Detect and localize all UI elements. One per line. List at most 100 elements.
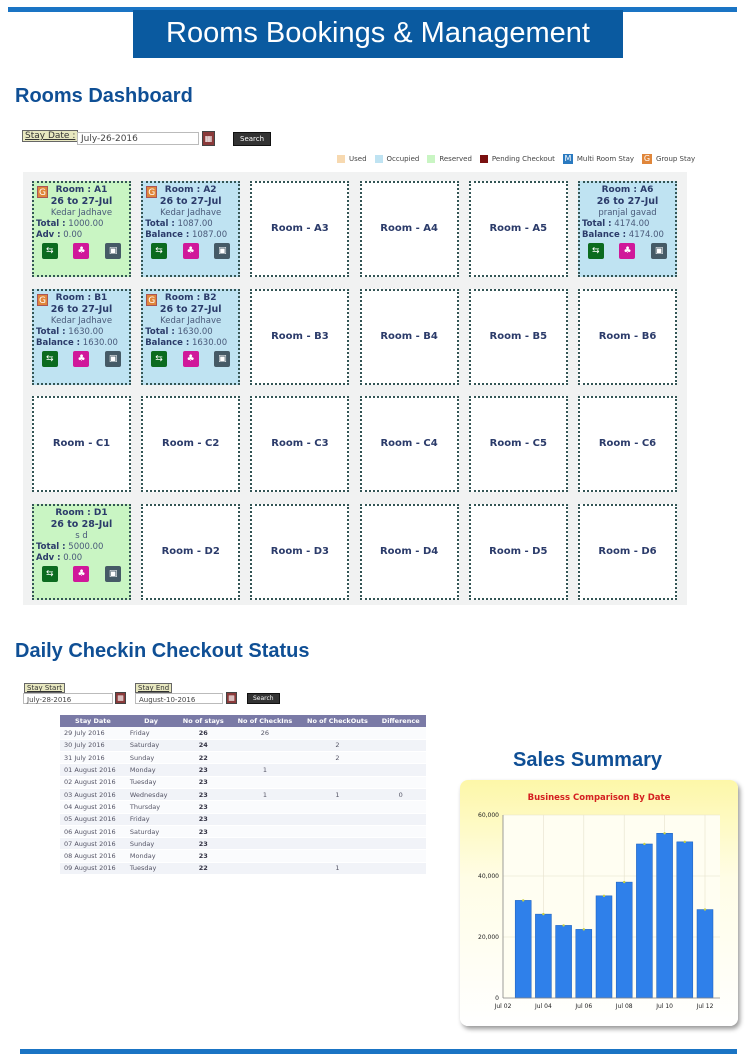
legend-label: Used <box>349 155 367 163</box>
room-name: Room - A4 <box>380 223 438 234</box>
transfer-icon[interactable]: ⇆ <box>151 243 168 259</box>
table-cell <box>375 776 426 789</box>
guest-name: Kedar Jadhave <box>50 315 113 326</box>
table-cell: 23 <box>176 849 231 863</box>
rooms-dashboard-heading: Rooms Dashboard <box>15 85 193 107</box>
daily-search-button[interactable]: Search <box>247 693 280 704</box>
bar-jul-11[interactable] <box>676 841 694 999</box>
table-cell <box>375 751 426 765</box>
room-card[interactable]: G Room : B1 26 to 27-Jul Kedar Jadhave Total… <box>32 288 131 385</box>
transfer-icon[interactable]: ⇆ <box>41 243 58 259</box>
group-stay-badge: G <box>146 186 158 198</box>
bar-jul-07[interactable] <box>595 895 613 999</box>
amount-value: 5000.00 <box>68 541 104 552</box>
stay-start-input[interactable]: July-28-2016 <box>23 693 113 704</box>
bar-jul-06[interactable] <box>575 929 593 999</box>
room-card[interactable]: Room - A4 <box>359 181 459 277</box>
room-card[interactable]: Room - C5 <box>468 396 568 492</box>
legend-swatch <box>479 155 488 163</box>
room-card[interactable]: Room - B5 <box>468 288 568 385</box>
amount-line: Balance : 1630.00 <box>34 338 129 348</box>
group-tree-icon[interactable]: ♣ <box>182 243 199 259</box>
invoice-icon[interactable]: ▣ <box>105 350 122 367</box>
room-card[interactable]: G Room : A2 26 to 27-Jul Kedar Jadhave Total… <box>141 181 241 277</box>
invoice-icon[interactable]: ▣ <box>214 243 231 259</box>
bar-jul-08[interactable] <box>615 881 633 999</box>
room-card[interactable]: Room - A3 <box>250 181 350 277</box>
table-cell: Monday <box>125 849 177 863</box>
table-cell <box>299 727 376 740</box>
room-name: Room : B2 <box>164 292 217 303</box>
amount-line: Total : 1087.00 <box>143 219 238 229</box>
room-card[interactable]: Room - D6 <box>578 503 677 600</box>
room-card[interactable]: Room - C4 <box>359 396 459 492</box>
calendar-icon[interactable]: ▦ <box>226 692 237 704</box>
room-card[interactable]: Room - A5 <box>468 181 568 277</box>
table-cell: Friday <box>125 813 177 826</box>
invoice-icon[interactable]: ▣ <box>105 243 122 259</box>
stay-dates: 26 to 27-Jul <box>159 196 222 207</box>
room-card[interactable]: Room - D5 <box>468 503 568 600</box>
room-name: Room - C4 <box>380 438 438 449</box>
calendar-icon[interactable]: ▦ <box>115 692 126 704</box>
amount-value: 1630.00 <box>191 337 228 348</box>
room-card[interactable]: Room - D4 <box>359 503 459 600</box>
bar-jul-12[interactable] <box>696 909 714 999</box>
amount-line: Total : 1000.00 <box>34 219 129 229</box>
bar-jul-09[interactable] <box>636 843 653 999</box>
amount-line: Adv : 0.00 <box>34 230 129 240</box>
group-tree-icon[interactable]: ♣ <box>73 565 90 582</box>
search-button[interactable]: Search <box>233 132 272 146</box>
group-tree-icon[interactable]: ♣ <box>182 350 199 367</box>
amount-value: 1630.00 <box>177 326 213 337</box>
bar-jul-05[interactable] <box>555 925 572 999</box>
room-card[interactable]: Room - B6 <box>578 288 677 385</box>
table-cell: 23 <box>176 763 231 777</box>
room-card[interactable]: Room - C3 <box>250 396 350 492</box>
table-cell <box>299 825 376 839</box>
calendar-icon[interactable]: ▦ <box>202 131 215 146</box>
invoice-icon[interactable]: ▣ <box>651 243 668 259</box>
room-card[interactable]: Room - D3 <box>250 503 350 600</box>
group-tree-icon[interactable]: ♣ <box>73 350 90 367</box>
transfer-icon[interactable]: ⇆ <box>41 350 58 367</box>
table-cell <box>230 813 300 826</box>
room-card[interactable]: Room - C2 <box>141 396 241 492</box>
amount-value: 1000.00 <box>68 219 104 229</box>
table-row: 31 July 2016 Sunday 22 2 <box>60 751 426 765</box>
transfer-icon[interactable]: ⇆ <box>151 350 168 367</box>
room-card[interactable]: G Room : A1 26 to 27-Jul Kedar Jadhave Total… <box>32 181 131 277</box>
room-card[interactable]: Room - B3 <box>250 288 350 385</box>
column-header: No of CheckIns <box>230 715 300 727</box>
invoice-icon[interactable]: ▣ <box>214 350 231 367</box>
amount-value: 4174.00 <box>628 230 664 240</box>
transfer-icon[interactable]: ⇆ <box>587 243 604 259</box>
table-row: 03 August 2016 Wednesday 23 1 1 0 <box>60 788 426 802</box>
group-tree-icon[interactable]: ♣ <box>619 243 636 259</box>
room-card[interactable]: Room - B4 <box>359 288 459 385</box>
room-card[interactable]: Room - C1 <box>32 396 131 492</box>
table-cell: 23 <box>176 813 231 826</box>
room-card[interactable]: Room : D1 26 to 28-Jul s d Total : 5000.00 A… <box>32 503 131 600</box>
stay-date-input[interactable]: July-26-2016 <box>77 132 199 145</box>
bar-jul-10[interactable] <box>656 833 673 999</box>
table-row: 30 July 2016 Saturday 24 2 <box>60 739 426 753</box>
chart-title: Business Comparison By Date <box>528 793 671 803</box>
transfer-icon[interactable]: ⇆ <box>41 565 58 582</box>
group-tree-icon[interactable]: ♣ <box>73 243 90 259</box>
table-cell <box>299 800 376 814</box>
amount-label: Balance : <box>145 230 190 240</box>
bar-marker <box>542 912 545 916</box>
stay-end-input[interactable]: August-10-2016 <box>135 693 223 704</box>
room-card[interactable]: Room : A6 26 to 27-Jul pranjal gavad Total … <box>578 181 677 277</box>
room-card[interactable]: G Room : B2 26 to 27-Jul Kedar Jadhave Total… <box>141 288 241 385</box>
bar-jul-04[interactable] <box>535 913 552 999</box>
room-card[interactable]: Room - D2 <box>141 503 241 600</box>
table-cell: 23 <box>176 776 231 789</box>
amount-value: 1087.00 <box>177 219 213 229</box>
room-card[interactable]: Room - C6 <box>578 396 677 492</box>
invoice-icon[interactable]: ▣ <box>105 565 122 582</box>
bar-jul-03[interactable] <box>514 900 532 999</box>
room-name: Room - D3 <box>270 545 329 557</box>
table-cell <box>230 825 300 839</box>
